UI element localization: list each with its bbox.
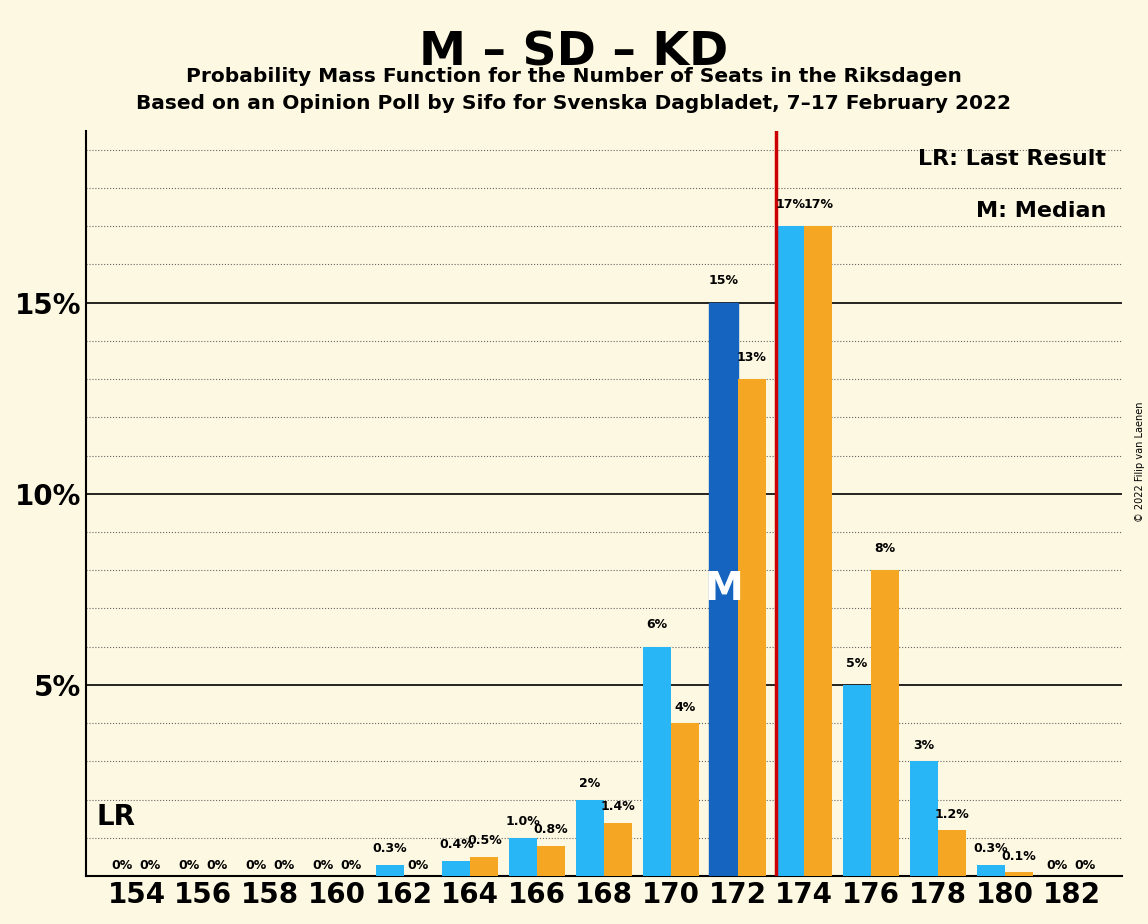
Text: 8%: 8% [875,542,895,555]
Text: 2%: 2% [580,777,600,790]
Text: 0%: 0% [1075,858,1096,871]
Bar [471,857,498,876]
Bar [910,761,938,876]
Text: 13%: 13% [737,351,767,364]
Text: 0.8%: 0.8% [534,823,568,836]
Bar [442,861,471,876]
Bar [709,302,737,876]
Text: 4%: 4% [674,700,696,713]
Text: 0%: 0% [179,858,200,871]
Text: © 2022 Filip van Laenen: © 2022 Filip van Laenen [1135,402,1145,522]
Text: 17%: 17% [804,198,833,211]
Bar [843,685,871,876]
Text: 0%: 0% [207,858,228,871]
Bar [871,570,899,876]
Text: 15%: 15% [708,274,738,287]
Text: LR: Last Result: LR: Last Result [918,149,1106,169]
Bar [604,822,633,876]
Bar [805,226,832,876]
Text: 1.4%: 1.4% [600,800,635,813]
Text: 17%: 17% [775,198,805,211]
Text: 1.0%: 1.0% [506,815,541,828]
Text: 5%: 5% [846,657,868,670]
Text: 0.3%: 0.3% [974,842,1008,855]
Text: M – SD – KD: M – SD – KD [419,30,729,76]
Text: 0%: 0% [111,858,133,871]
Bar [509,838,537,876]
Text: M: M [704,570,743,608]
Text: 0.5%: 0.5% [467,834,502,847]
Bar [776,226,805,876]
Text: 0%: 0% [1047,858,1068,871]
Text: Probability Mass Function for the Number of Seats in the Riksdagen: Probability Mass Function for the Number… [186,67,962,87]
Bar [977,865,1004,876]
Text: LR: LR [96,803,135,831]
Text: 0%: 0% [246,858,266,871]
Text: 0%: 0% [312,858,333,871]
Text: 0.4%: 0.4% [439,838,474,851]
Text: 0%: 0% [408,858,428,871]
Bar [537,845,565,876]
Bar [375,865,404,876]
Bar [670,723,699,876]
Text: 0%: 0% [140,858,161,871]
Bar [737,379,766,876]
Bar [938,831,965,876]
Text: 1.2%: 1.2% [934,808,969,821]
Text: 0.1%: 0.1% [1001,850,1035,863]
Text: 0.3%: 0.3% [372,842,406,855]
Text: 3%: 3% [914,739,934,752]
Bar [576,799,604,876]
Bar [643,647,670,876]
Text: Based on an Opinion Poll by Sifo for Svenska Dagbladet, 7–17 February 2022: Based on an Opinion Poll by Sifo for Sve… [137,94,1011,114]
Text: 0%: 0% [273,858,295,871]
Bar [1004,872,1033,876]
Text: M: Median: M: Median [976,201,1106,222]
Text: 0%: 0% [340,858,362,871]
Text: 6%: 6% [646,618,667,631]
